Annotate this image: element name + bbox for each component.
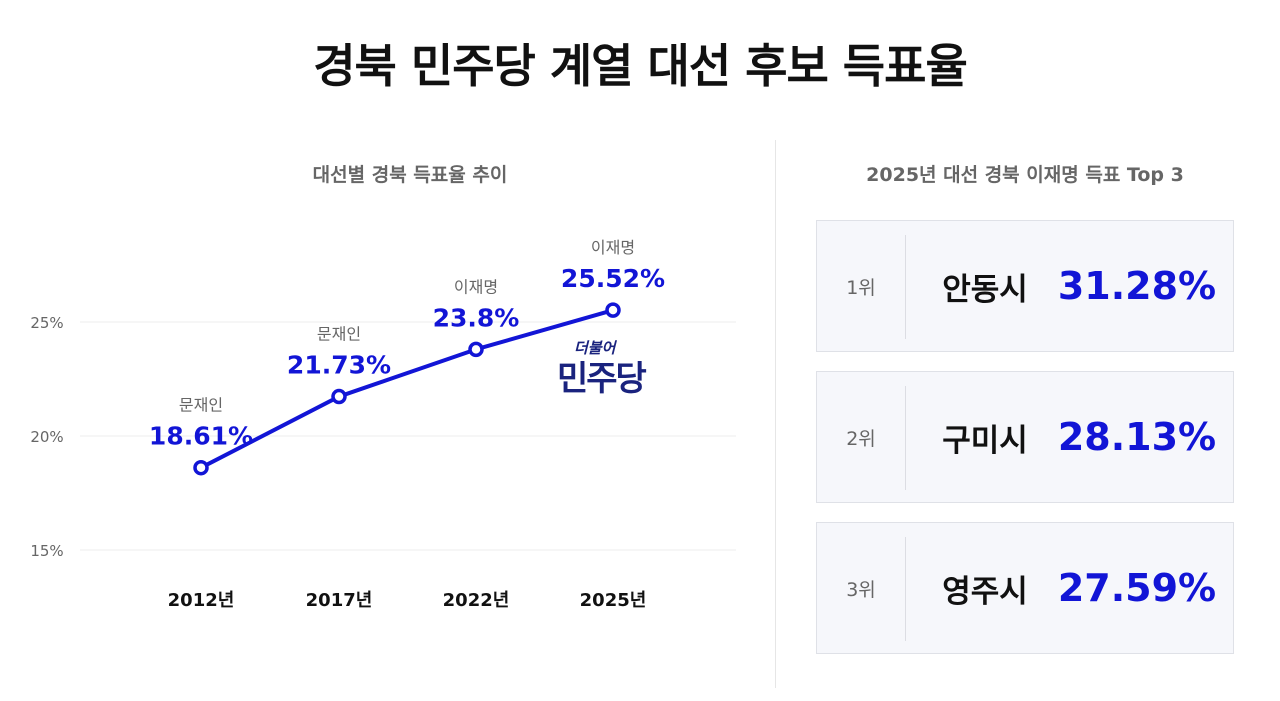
line-chart: 15% 20% 25% 더불어 민주당 18.61% 문재인 21.73% 문재인 23.8… [30, 238, 736, 611]
rank-city: 영주시 [942, 573, 1028, 610]
rank-value: 27.59% [1057, 566, 1217, 610]
data-point [331, 388, 347, 405]
x-tick-label: 2017년 [306, 590, 373, 611]
page-title: 경북 민주당 계열 대선 후보 득표율 [313, 39, 968, 93]
rank-separator [905, 386, 906, 490]
rank-label: 2위 [846, 427, 876, 450]
y-tick-label: 25% [30, 314, 63, 332]
x-tick-label: 2012년 [168, 590, 235, 611]
series-line [200, 308, 614, 470]
line-layer [200, 308, 614, 470]
line-chart-title: 대선별 경북 득표율 추이 [312, 164, 508, 186]
ranking-title: 2025년 대선 경북 이재명 득표 Top 3 [866, 164, 1184, 186]
x-tick-label: 2025년 [580, 590, 647, 611]
rank-label: 1위 [846, 276, 876, 299]
data-label: 23.8% [433, 303, 520, 332]
minjoo-party-logo: 더불어 민주당 [557, 339, 649, 399]
y-tick-label: 20% [30, 428, 63, 446]
candidate-label: 문재인 [179, 396, 223, 415]
data-point [193, 459, 209, 476]
logo-main-text: 민주당 [557, 359, 647, 399]
rank-label: 3위 [846, 578, 876, 601]
data-label: 21.73% [287, 351, 391, 380]
rank-value: 31.28% [1057, 264, 1217, 308]
panel-divider [775, 140, 776, 688]
y-tick-label: 15% [30, 542, 63, 560]
logo-small-text: 더불어 [574, 339, 618, 357]
label-layer: 18.61% 문재인 21.73% 문재인 23.8% 이재명 25.52% 이재명 [149, 238, 665, 451]
data-point [605, 302, 621, 318]
rank-card: 2위 구미시 28.13% [816, 371, 1234, 503]
rank-city: 구미시 [942, 422, 1028, 459]
grid-layer: 15% 20% 25% [30, 314, 736, 560]
rank-separator [905, 235, 906, 339]
candidate-label: 문재인 [317, 325, 361, 344]
rank-card: 1위 안동시 31.28% [816, 220, 1234, 352]
data-label: 18.61% [149, 422, 253, 451]
data-label: 25.52% [561, 264, 665, 293]
rank-city: 안동시 [942, 271, 1028, 308]
candidate-label: 이재명 [591, 238, 635, 257]
point-layer [193, 302, 621, 476]
rank-value: 28.13% [1057, 415, 1217, 459]
x-axis: 2012년 2017년 2022년 2025년 [168, 590, 647, 611]
rank-card: 3위 영주시 27.59% [816, 522, 1234, 654]
x-tick-label: 2022년 [443, 590, 510, 611]
data-point [468, 341, 484, 358]
candidate-label: 이재명 [454, 277, 498, 296]
rank-separator [905, 537, 906, 641]
